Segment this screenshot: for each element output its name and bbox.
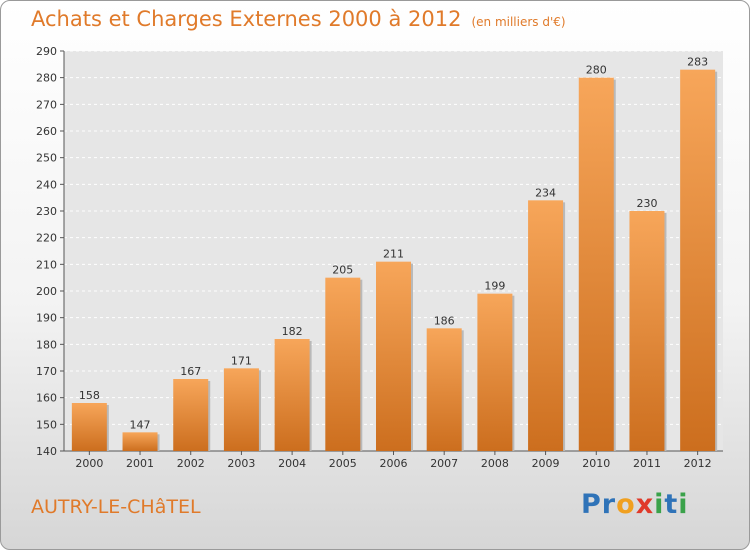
bar bbox=[680, 69, 716, 452]
bar bbox=[376, 261, 411, 451]
y-tick-label: 160 bbox=[36, 392, 57, 405]
data-label: 199 bbox=[484, 280, 505, 293]
x-tick-label: 2001 bbox=[126, 457, 154, 470]
bar bbox=[274, 339, 310, 451]
x-tick-label: 2011 bbox=[633, 457, 661, 470]
y-tick-label: 170 bbox=[36, 365, 57, 378]
x-tick-label: 2007 bbox=[430, 457, 458, 470]
y-tick-label: 220 bbox=[36, 232, 57, 245]
y-tick-label: 140 bbox=[36, 445, 57, 458]
y-tick-label: 270 bbox=[36, 98, 57, 111]
x-tick-label: 2010 bbox=[582, 457, 610, 470]
y-tick-label: 280 bbox=[36, 72, 57, 85]
x-tick-label: 2008 bbox=[481, 457, 509, 470]
logo-letter: i bbox=[678, 489, 689, 520]
proxiti-logo: Proxiti bbox=[581, 489, 689, 520]
data-label: 167 bbox=[180, 365, 201, 378]
place-name: AUTRY-LE-CHâTEL bbox=[31, 496, 201, 518]
chart-subtitle: (en milliers d'€) bbox=[471, 15, 566, 29]
x-tick-label: 2009 bbox=[532, 457, 560, 470]
chart-title: Achats et Charges Externes 2000 à 2012 (e… bbox=[31, 7, 566, 31]
y-tick-label: 290 bbox=[36, 45, 57, 58]
data-label: 186 bbox=[434, 314, 455, 327]
data-label: 205 bbox=[332, 264, 353, 277]
logo-letter: x bbox=[635, 489, 655, 520]
y-tick-label: 210 bbox=[36, 258, 57, 271]
data-label: 158 bbox=[79, 389, 100, 402]
data-label: 280 bbox=[586, 64, 607, 77]
bar bbox=[426, 328, 462, 451]
data-label: 182 bbox=[282, 325, 303, 338]
data-label: 234 bbox=[535, 186, 556, 199]
data-label: 230 bbox=[636, 197, 657, 210]
y-tick-label: 250 bbox=[36, 152, 57, 165]
y-tick-label: 150 bbox=[36, 418, 57, 431]
data-label: 171 bbox=[231, 354, 252, 367]
bar bbox=[122, 432, 158, 451]
y-tick-label: 230 bbox=[36, 205, 57, 218]
x-tick-label: 2004 bbox=[278, 457, 306, 470]
bar bbox=[477, 293, 513, 451]
y-tick-label: 240 bbox=[36, 178, 57, 191]
logo-letter: o bbox=[616, 489, 636, 520]
x-tick-label: 2012 bbox=[684, 457, 712, 470]
logo-letter: P bbox=[581, 489, 602, 520]
bar bbox=[629, 211, 665, 451]
bar bbox=[173, 379, 209, 451]
x-tick-label: 2000 bbox=[75, 457, 103, 470]
bar bbox=[528, 200, 564, 451]
logo-letter: i bbox=[654, 489, 665, 520]
bar bbox=[578, 77, 614, 452]
y-tick-label: 180 bbox=[36, 338, 57, 351]
y-tick-label: 260 bbox=[36, 125, 57, 138]
logo-letter: r bbox=[601, 489, 617, 520]
y-tick-label: 190 bbox=[36, 312, 57, 325]
x-tick-label: 2005 bbox=[329, 457, 357, 470]
y-tick-label: 200 bbox=[36, 285, 57, 298]
x-tick-label: 2003 bbox=[227, 457, 255, 470]
bar bbox=[223, 368, 259, 451]
chart-title-text: Achats et Charges Externes 2000 à 2012 bbox=[31, 7, 462, 31]
data-label: 283 bbox=[687, 56, 708, 69]
data-label: 211 bbox=[383, 248, 404, 261]
logo-letter: t bbox=[664, 489, 679, 520]
x-tick-label: 2006 bbox=[380, 457, 408, 470]
x-tick-label: 2002 bbox=[177, 457, 205, 470]
data-label: 147 bbox=[130, 418, 151, 431]
bar bbox=[71, 403, 107, 451]
bar bbox=[325, 277, 361, 451]
